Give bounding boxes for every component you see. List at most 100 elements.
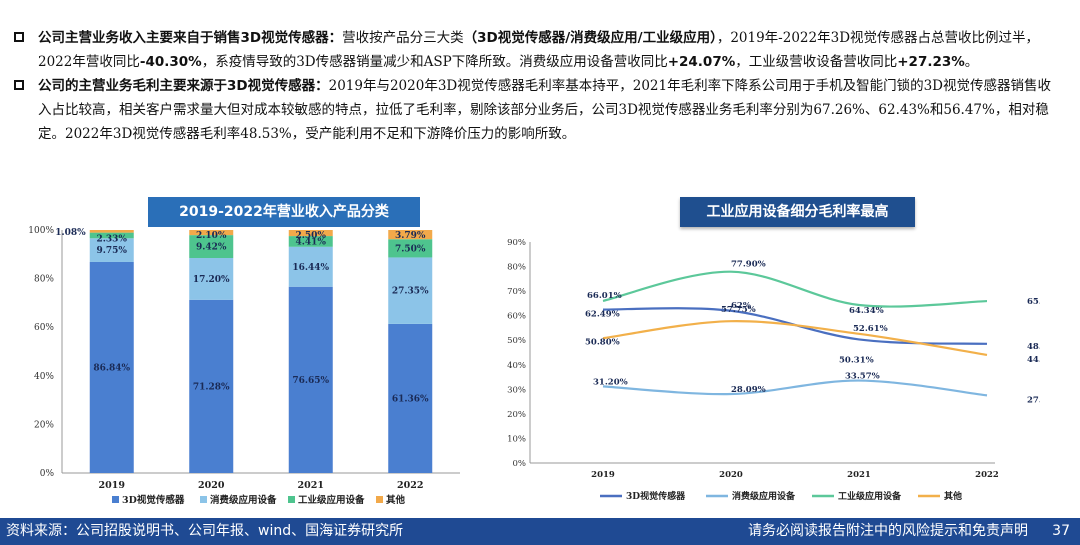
series-line [602,270,988,308]
bullet-margin: 公司的主营业务毛利主要来源于3D视觉传感器：2019年与2020年3D视觉传感器… [12,74,1062,146]
line-data-label: 57.75% [721,305,756,315]
legend-label: 其他 [386,494,406,506]
footer-disclaimer: 请务必阅读报告附注中的风险提示和免责声明 [748,523,1028,539]
bar-data-label: 27.35% [392,287,429,297]
bullet-text-run: 2019年与2020年3D视觉传感器毛利率基本持平，2021年毛利率下降系公司用… [38,78,1052,142]
bullet-lead: 公司的主营业务毛利主要来源于3D视觉传感器： [38,78,329,94]
bar-segment [288,246,333,287]
legend-swatch [200,496,207,503]
y-tick-label: 10% [507,434,526,444]
line-data-label: 65.95% [1027,297,1040,307]
legend-label: 3D视觉传感器 [626,490,686,502]
bar-segment [189,299,234,473]
bullet-text-run: 营收按产品分三大类 [342,30,464,46]
y-tick-label: 20% [34,420,54,430]
bullet-list: 公司主营业务收入主要来自于销售3D视觉传感器：营收按产品分三大类（3D视觉传感器… [12,26,1062,146]
bar-data-label: 2.10% [196,231,227,241]
x-tick-label: 2019 [591,470,615,480]
line-data-label: 64.34% [849,306,884,316]
y-tick-label: 80% [34,275,54,285]
bar-segment [189,230,234,236]
y-tick-label: 40% [34,372,54,382]
legend-swatch [112,496,119,503]
bar-segment [288,286,333,473]
bar-segment [89,261,134,473]
bullet-text-run: （3D视觉传感器/消费级应用/工业级应用） [463,30,717,46]
line-data-label: 77.90% [731,260,766,270]
checkbox-square-icon [14,80,24,90]
bar-data-label: 9.42% [196,243,227,253]
bullet-text-run: -40.30% [139,54,202,70]
bar-data-label: 1.08% [55,228,86,238]
series-line [602,379,988,397]
footer-source: 资料来源：公司招股说明书、公司年报、wind、国海证券研究所 [6,523,404,539]
line-data-label: 62% [731,301,751,311]
bar-segment [89,230,134,233]
line-data-label: 62.49% [585,310,620,320]
bar-segment [388,257,433,324]
y-tick-label: 80% [507,263,526,273]
footer-bar: 资料来源：公司招股说明书、公司年报、wind、国海证券研究所 请务必阅读报告附注… [0,518,1080,545]
bar-data-label: 4.41% [296,237,327,247]
y-tick-label: 20% [507,410,526,420]
checkbox-square-icon [14,32,24,42]
bullet-body: 营收按产品分三大类（3D视觉传感器/消费级应用/工业级应用），2019年-202… [38,30,1039,70]
bar-data-label: 2.33% [97,235,128,245]
bullet-revenue: 公司主营业务收入主要来自于销售3D视觉传感器：营收按产品分三大类（3D视觉传感器… [12,26,1062,74]
bar-segment [288,230,333,237]
bar-data-label: 17.20% [193,275,230,285]
bar-data-label: 61.36% [392,394,429,404]
bullet-text-run: +24.07% [667,54,736,70]
line-data-label: 50.80% [585,337,620,347]
chart-title-revenue: 2019-2022年营业收入产品分类 [148,197,420,227]
bullet-lead: 公司主营业务收入主要来自于销售3D视觉传感器： [38,30,343,46]
bullet-text-run: ，工业级营收设备营收同比 [735,54,898,70]
bullet-text-run: +27.23% [897,54,965,70]
bullet-text-run: ，2019年-2022年3D视觉传感器占总营收比例过半，2022年营收同比 [38,30,1040,70]
y-tick-label: 100% [28,226,54,236]
bar-segment [388,230,433,240]
bar-data-label: 2.50% [296,231,327,241]
bullet-body: 2019年与2020年3D视觉传感器毛利率基本持平，2021年毛利率下降系公司用… [38,78,1051,142]
legend-label: 3D视觉传感器 [122,494,185,506]
x-tick-label: 2022 [397,480,423,491]
y-tick-label: 50% [507,336,526,346]
bar-segment [388,323,433,473]
bar-segment [388,239,433,258]
line-data-label: 52.61% [853,324,888,334]
y-tick-label: 60% [34,323,54,333]
bullet-text-run: ，系疫情导致的3D传感器销量减少和ASP下降所致。消费级应用设备营收同比 [201,54,668,70]
line-data-label: 48.53% [1027,342,1040,352]
bar-data-label: 16.44% [292,263,329,273]
bullet-text-run: 。 [964,54,979,70]
stacked-bar-chart: 0% 20% 40% 60% 80% 100% 86.84% 9.75%2.33% 1.08% 2… [28,226,460,506]
legend-label: 消费级应用设备 [732,490,796,502]
bar-data-label: 71.28% [193,382,230,392]
x-tick-label: 2021 [298,480,324,491]
line-data-label: 27.53% [1027,395,1040,405]
bar-data-label: 7.50% [395,244,426,254]
legend-swatch [376,496,383,503]
legend-label: 消费级应用设备 [210,494,277,506]
y-tick-label: 0% [513,459,527,469]
chart-title-margin: 工业应用设备细分毛利率最高 [680,197,915,227]
y-tick-label: 40% [507,361,526,371]
line-data-label: 44.00% [1027,355,1040,365]
series-line [602,320,988,357]
bar-data-label: 3.79% [395,231,426,241]
page-number: 37 [1052,523,1070,539]
x-tick-label: 2020 [719,470,743,480]
x-tick-label: 2019 [99,480,126,491]
y-tick-label: 30% [507,385,526,395]
x-tick-label: 2020 [198,480,225,491]
x-tick-label: 2021 [847,470,871,480]
y-tick-label: 70% [507,287,526,297]
legend-label: 工业级应用设备 [298,494,365,506]
legend-label: 其他 [944,490,962,502]
y-tick-label: 0% [40,469,55,479]
bar-segment [189,235,234,258]
bar-segment [89,238,134,262]
line-data-label: 50.31% [839,355,874,365]
legend-swatch [288,496,295,503]
bar-data-label: 9.75% [97,246,128,256]
